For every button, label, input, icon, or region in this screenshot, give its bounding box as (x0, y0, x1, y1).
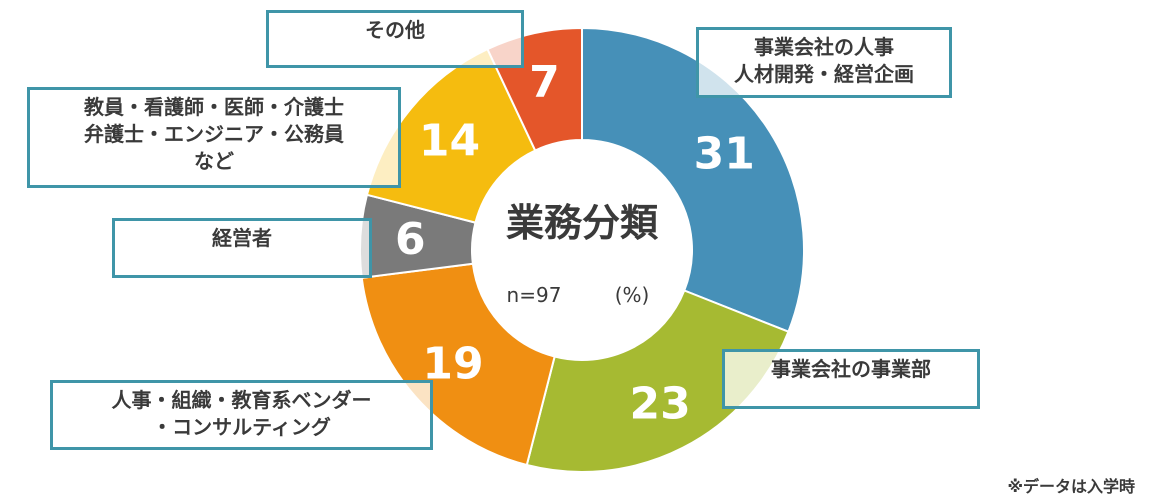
callout-0: 事業会社の人事 人材開発・経営企画 (696, 27, 952, 98)
callout-4: 教員・看護師・医師・介護士 弁護士・エンジニア・公務員 など (27, 87, 401, 188)
callout-5-line-0: その他 (365, 18, 425, 42)
callout-2-line-1: ・コンサルティング (152, 415, 331, 439)
callout-2: 人事・組織・教育系ベンダー ・コンサルティング (50, 380, 433, 450)
donut-slices (359, 26, 805, 473)
callout-0-line-1: 人材開発・経営企画 (734, 62, 914, 86)
callout-1-line-0: 事業会社の事業部 (771, 357, 931, 381)
callout-4-line-2: など (194, 149, 234, 173)
callout-4-line-0: 教員・看護師・医師・介護士 (84, 95, 344, 119)
callout-5: その他 (266, 10, 524, 68)
callout-2-line-0: 人事・組織・教育系ベンダー (111, 388, 372, 412)
callout-4-line-1: 弁護士・エンジニア・公務員 (84, 122, 344, 146)
data-note: ※データは入学時 (1007, 477, 1135, 496)
callout-0-line-0: 事業会社の人事 (754, 35, 894, 59)
slice-value-4: 14 (419, 115, 480, 166)
chart-title: 業務分類 (506, 201, 659, 245)
slice-2 (360, 262, 556, 467)
slice-value-1: 23 (629, 378, 690, 429)
slice-value-0: 31 (694, 128, 755, 179)
slice-value-3: 6 (395, 214, 426, 265)
unit-label: (%) (615, 283, 650, 307)
callout-3-line-0: 経営者 (212, 226, 272, 250)
callout-3: 経営者 (112, 218, 372, 278)
callout-1: 事業会社の事業部 (722, 349, 980, 409)
slice-value-5: 7 (529, 57, 560, 108)
sample-size-label: n=97 (507, 283, 562, 307)
